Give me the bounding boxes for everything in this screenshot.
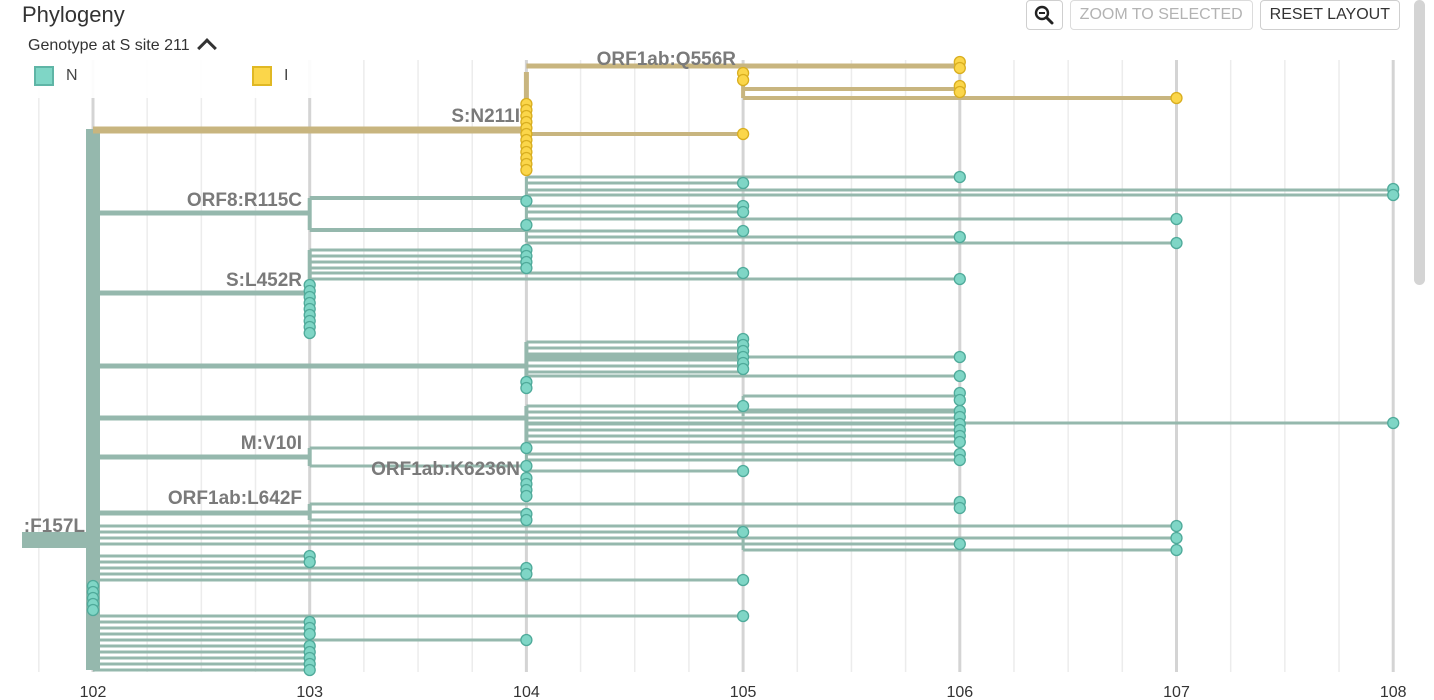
tip-node[interactable] bbox=[520, 459, 533, 473]
legend-title-text: Genotype at S site 211 bbox=[28, 36, 190, 54]
tip-node[interactable] bbox=[736, 609, 750, 623]
mutation-label: S:L452R bbox=[226, 270, 302, 291]
mutation-label: ORF1ab:Q556R bbox=[597, 49, 737, 70]
vertical-scrollbar[interactable] bbox=[1414, 0, 1425, 285]
tip-node[interactable] bbox=[953, 393, 966, 407]
tip-node[interactable] bbox=[953, 453, 966, 467]
zoom-to-selected-button[interactable]: ZOOM TO SELECTED bbox=[1069, 0, 1253, 30]
mutation-labels: ORF1ab:Q556R S:N211I ORF8:R115C S:L452R M:V1… bbox=[24, 49, 737, 537]
x-tick-label: 106 bbox=[946, 684, 973, 700]
tip-node[interactable] bbox=[736, 127, 750, 141]
tip-node[interactable] bbox=[520, 513, 533, 527]
tip-node[interactable] bbox=[953, 170, 966, 184]
tip-node[interactable] bbox=[1170, 543, 1183, 557]
page-title: Phylogeny bbox=[22, 2, 125, 27]
tip-node[interactable] bbox=[1170, 212, 1183, 226]
tip-node[interactable] bbox=[953, 85, 966, 99]
x-tick-label: 102 bbox=[80, 684, 107, 700]
mutation-label: :F157L bbox=[24, 516, 86, 537]
tip-node[interactable] bbox=[736, 464, 750, 478]
legend-item-i[interactable]: I bbox=[252, 66, 288, 86]
tip-node[interactable] bbox=[1387, 416, 1400, 430]
tip-node[interactable] bbox=[953, 61, 966, 75]
tip-node[interactable] bbox=[953, 272, 966, 286]
tip-node[interactable] bbox=[1170, 519, 1183, 533]
tree-tips[interactable] bbox=[86, 55, 1400, 677]
swatch-n bbox=[34, 66, 54, 86]
tip-node[interactable] bbox=[303, 627, 316, 641]
x-tick-label: 104 bbox=[513, 684, 540, 700]
tip-node[interactable] bbox=[520, 261, 533, 275]
mutation-label: M:V10I bbox=[241, 433, 302, 454]
toolbar: ZOOM TO SELECTED RESET LAYOUT bbox=[1025, 0, 1400, 30]
x-tick-label: 107 bbox=[1163, 684, 1190, 700]
tip-node[interactable] bbox=[953, 537, 966, 551]
tip-node[interactable] bbox=[736, 73, 750, 87]
tip-node[interactable] bbox=[520, 441, 533, 455]
legend-title[interactable]: Genotype at S site 211 bbox=[28, 36, 217, 58]
tip-node[interactable] bbox=[736, 573, 750, 587]
tip-node[interactable] bbox=[736, 205, 750, 219]
tip-node[interactable] bbox=[520, 489, 533, 503]
tip-node[interactable] bbox=[736, 266, 750, 280]
magnifier-minus-icon bbox=[1034, 5, 1054, 25]
tip-node[interactable] bbox=[953, 369, 966, 383]
tip-node[interactable] bbox=[736, 399, 750, 413]
mutation-label: S:N211I bbox=[451, 106, 520, 127]
zoom-out-button[interactable] bbox=[1025, 0, 1063, 30]
tip-node[interactable] bbox=[953, 350, 966, 364]
tip-node[interactable] bbox=[303, 663, 316, 677]
reset-layout-button[interactable]: RESET LAYOUT bbox=[1259, 0, 1400, 30]
tip-node[interactable] bbox=[953, 501, 966, 515]
x-tick-label: 105 bbox=[730, 684, 757, 700]
legend-item-n[interactable]: N bbox=[34, 66, 78, 86]
tip-node[interactable] bbox=[953, 230, 966, 244]
tip-node[interactable] bbox=[520, 194, 533, 208]
tip-node[interactable] bbox=[1170, 91, 1183, 105]
tip-node[interactable] bbox=[736, 525, 750, 539]
tip-node[interactable] bbox=[520, 381, 533, 395]
tip-node[interactable] bbox=[520, 163, 533, 177]
tip-node[interactable] bbox=[736, 224, 750, 238]
x-tick-label: 103 bbox=[296, 684, 323, 700]
legend: Genotype at S site 211 N I bbox=[22, 32, 312, 98]
tip-node[interactable] bbox=[520, 633, 533, 647]
mutation-label: ORF1ab:K6236N bbox=[371, 459, 520, 480]
mutation-label: ORF8:R115C bbox=[187, 190, 302, 211]
legend-label-i: I bbox=[284, 67, 289, 84]
mutation-label: ORF1ab:L642F bbox=[168, 488, 302, 509]
tip-node[interactable] bbox=[1170, 236, 1183, 250]
tip-node[interactable] bbox=[303, 326, 316, 340]
tip-node[interactable] bbox=[1387, 188, 1400, 202]
legend-label-n: N bbox=[66, 67, 78, 84]
tree-branches[interactable] bbox=[22, 63, 1394, 672]
swatch-i bbox=[252, 66, 272, 86]
tip-node[interactable] bbox=[736, 176, 750, 190]
chevron-up-icon[interactable] bbox=[196, 38, 217, 58]
tip-node[interactable] bbox=[303, 555, 316, 569]
tip-node[interactable] bbox=[1170, 531, 1183, 545]
tip-node[interactable] bbox=[520, 218, 533, 232]
tip-node[interactable] bbox=[520, 567, 533, 581]
tip-node[interactable] bbox=[86, 603, 100, 617]
x-tick-label: 108 bbox=[1380, 684, 1407, 700]
tip-node[interactable] bbox=[953, 435, 966, 449]
x-axis: 102 103 104 105 106 107 108 bbox=[80, 684, 1407, 700]
tip-node[interactable] bbox=[736, 362, 750, 376]
